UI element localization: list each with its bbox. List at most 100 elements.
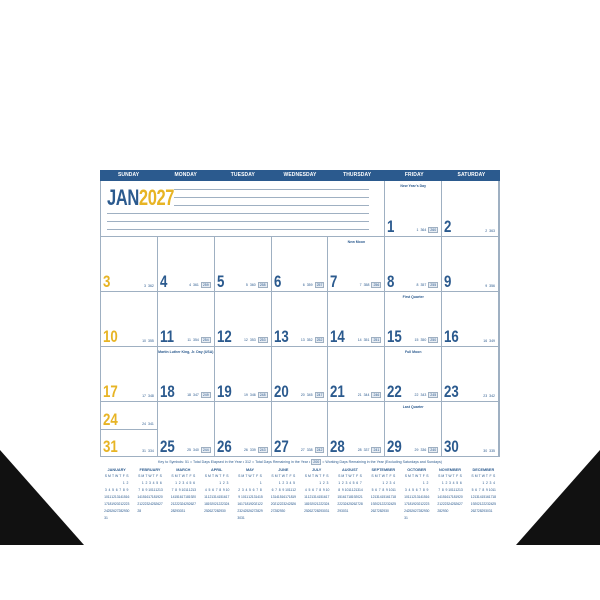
day-cell: 25 25 340 244 xyxy=(157,402,215,457)
mini-day: 25 xyxy=(407,509,412,513)
mini-day: 4 xyxy=(493,481,496,485)
mini-month-name: AUGUST xyxy=(341,468,358,472)
mini-day: 9 xyxy=(282,488,285,492)
mini-day: 16 xyxy=(341,495,345,499)
mini-day: 20 xyxy=(251,502,256,506)
days-elapsed: 17 xyxy=(142,394,146,398)
mini-day: 17 xyxy=(241,502,245,506)
mini-weekday: T xyxy=(378,474,381,478)
day-cell: 16 16 349 xyxy=(442,292,499,347)
weekday-wednesday: WEDNESDAY xyxy=(283,172,317,178)
notes-area: JAN2027 xyxy=(101,181,386,237)
mini-day: 21 xyxy=(214,502,219,506)
mini-weekday: W xyxy=(181,474,185,478)
day-stats: 5 360 258 xyxy=(246,282,268,288)
mini-day: 19 xyxy=(307,502,312,506)
mini-month-grid: S M T W T F S 1 2 3 4 5 6 7 8 9 10 11 12 13 14 15 16 17 18 19 20 21… xyxy=(200,474,233,513)
mini-weekday: S xyxy=(338,474,341,478)
mini-day: 31 xyxy=(181,509,186,513)
day-cell: 20 20 345 247 xyxy=(271,347,329,402)
mini-day: 11 xyxy=(392,488,396,492)
mini-weekday: S xyxy=(404,474,407,478)
mini-day: 15 xyxy=(258,495,263,499)
mini-day: 29 xyxy=(381,509,386,513)
mini-day: 10 xyxy=(388,488,393,492)
mini-day: 18 xyxy=(451,495,456,499)
mini-day: 10 xyxy=(488,488,493,492)
days-elapsed: 24 xyxy=(142,422,146,426)
mini-weekday: F xyxy=(222,474,225,478)
mini-weekday: M xyxy=(241,474,245,478)
mini-month-grid: S M T W T F S 1 2 3 4 5 6 7 8 9 10 11 12 13 14 15 16 17 18 19 20 21… xyxy=(433,474,466,513)
mini-day: 14 xyxy=(255,495,260,499)
mini-day: 24 xyxy=(388,502,393,506)
mini-day: 15 xyxy=(337,495,342,499)
mini-month-name: FEBRUARY xyxy=(139,468,161,472)
mini-weekday: S xyxy=(438,474,441,478)
days-remaining: 349 xyxy=(489,339,495,343)
mini-day: 24 xyxy=(404,509,408,513)
mini-weekday: F xyxy=(156,474,159,478)
weekday-header: SUNDAY MONDAY TUESDAY WEDNESDAY THURSDAY… xyxy=(100,170,500,181)
mini-day: 23 xyxy=(125,502,130,506)
mini-day: 10 xyxy=(404,495,408,499)
weekday-saturday: SATURDAY xyxy=(457,172,486,178)
mini-day: 11 xyxy=(288,488,293,492)
days-elapsed: 27 xyxy=(300,448,305,452)
mini-day: 21 xyxy=(377,502,382,506)
mini-day: 25 xyxy=(151,502,156,506)
day-number: 26 xyxy=(216,437,232,456)
key-working-text: = Working Days Remaining in the Year (Ex… xyxy=(322,460,442,464)
mini-day: 20 xyxy=(211,502,216,506)
mini-weekday: F xyxy=(456,474,459,478)
mini-day: 3 xyxy=(326,481,329,485)
mini-day: 15 xyxy=(318,495,323,499)
mini-day: 29 xyxy=(422,509,426,513)
key-elapsed-text: = Total Days Elapsed in the Year • xyxy=(189,460,245,464)
mini-weekday: T xyxy=(312,474,315,478)
mini-day: 7 xyxy=(315,488,318,492)
days-remaining: 354 xyxy=(193,338,199,342)
mini-day: 23 xyxy=(341,502,345,506)
mini-day: 25 xyxy=(304,509,308,513)
mini-day: 8 xyxy=(382,488,385,492)
mini-day: 22 xyxy=(318,502,323,506)
mini-day: 4 xyxy=(204,488,207,492)
mini-weekday: F xyxy=(122,474,125,478)
mini-day: 23 xyxy=(222,502,226,506)
mini-day: 3 xyxy=(285,481,288,485)
mini-day: 9 xyxy=(445,488,448,492)
mini-day: 11 xyxy=(107,495,112,499)
mini-weekday: M xyxy=(274,474,278,478)
mini-weekday: S xyxy=(138,474,141,478)
mini-weekday: T xyxy=(319,474,322,478)
day-stats: 12 353 253 xyxy=(244,337,268,343)
working-days-remaining: 251 xyxy=(371,337,382,343)
mini-weekday: T xyxy=(178,474,181,478)
mini-day: 21 xyxy=(118,502,123,506)
mini-day: 2 xyxy=(222,481,225,485)
mini-day: 21 xyxy=(314,502,319,506)
mini-day: 7 xyxy=(256,488,259,492)
mini-day: 23 xyxy=(144,502,149,506)
mini-day: 13 xyxy=(311,495,316,499)
mini-day: 21 xyxy=(255,502,260,506)
mini-day: 9 xyxy=(322,488,325,492)
mini-day: 6 xyxy=(115,488,118,492)
mini-day: 28 xyxy=(314,509,319,513)
mini-day: 9 xyxy=(426,488,429,492)
mini-weekday: M xyxy=(374,474,378,478)
mini-day: 7 xyxy=(275,488,278,492)
day-note: New Moon xyxy=(347,240,366,244)
day-number: 1 xyxy=(387,217,395,236)
mini-day: 26 xyxy=(155,502,160,506)
mini-weekday: F xyxy=(489,474,492,478)
mini-month-grid: S M T W T F S 1 2 3 4 5 6 7 8 9 10 11 12 13 14 15 16 17 18 19 20 21… xyxy=(367,474,400,513)
mini-weekday: F xyxy=(389,474,392,478)
mini-day: 6 xyxy=(356,481,359,485)
mini-day: 19 xyxy=(470,502,475,506)
days-remaining: 357 xyxy=(420,283,427,287)
mini-day: 20 xyxy=(458,495,463,499)
mini-day: 30 xyxy=(125,509,130,513)
mini-month-grid: S M T W T F S 1 2 3 4 5 6 7 8 9 10 11 12 13 14 15 16 17 18 19 20 21… xyxy=(300,474,333,513)
